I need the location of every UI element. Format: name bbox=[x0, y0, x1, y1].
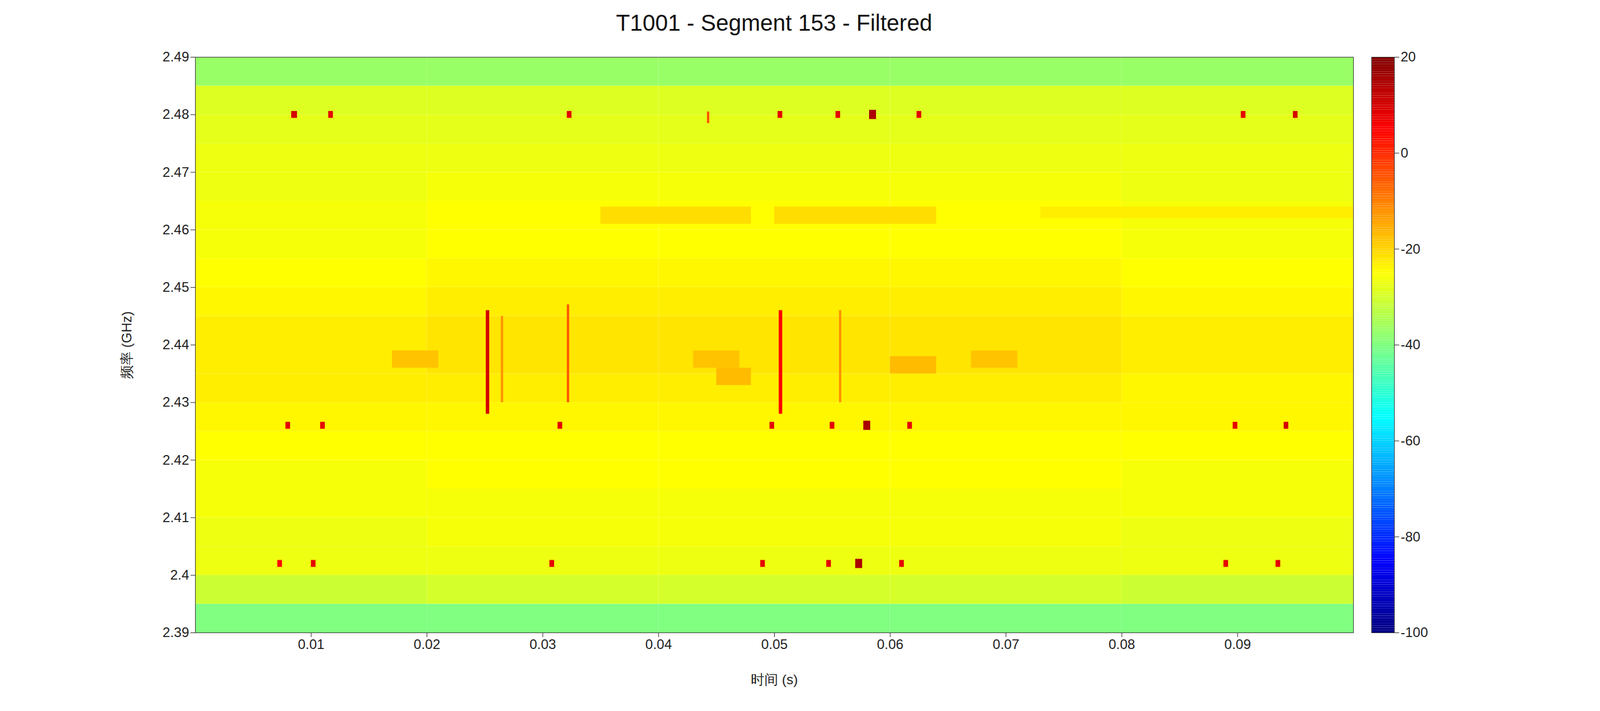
svg-text:0.09: 0.09 bbox=[1224, 636, 1252, 652]
svg-text:-80: -80 bbox=[1400, 528, 1421, 545]
svg-text:0.07: 0.07 bbox=[992, 636, 1020, 652]
svg-text:2.39: 2.39 bbox=[162, 624, 190, 640]
svg-text:0.04: 0.04 bbox=[645, 636, 673, 652]
svg-text:2.44: 2.44 bbox=[162, 336, 190, 353]
svg-text:2.46: 2.46 bbox=[162, 221, 190, 238]
html-text:T1001 - Segment 153 - Filtered: T1001 - Segment 153 - Filtered bbox=[616, 10, 933, 36]
svg-text:2.45: 2.45 bbox=[162, 279, 190, 295]
svg-text:-100: -100 bbox=[1400, 624, 1429, 640]
svg-text:20: 20 bbox=[1400, 48, 1417, 65]
svg-text:2.42: 2.42 bbox=[162, 452, 190, 468]
svg-text:0: 0 bbox=[1400, 145, 1409, 161]
svg-text:时间 (s): 时间 (s) bbox=[750, 671, 799, 688]
svg-text:-40: -40 bbox=[1400, 336, 1421, 353]
svg-text:0.02: 0.02 bbox=[413, 636, 441, 652]
svg-text:-20: -20 bbox=[1400, 241, 1421, 257]
svg-text:0.05: 0.05 bbox=[761, 636, 788, 652]
svg-text:频率 (GHz): 频率 (GHz) bbox=[118, 311, 135, 379]
svg-text:2.48: 2.48 bbox=[162, 106, 190, 122]
svg-text:2.43: 2.43 bbox=[162, 394, 190, 410]
svg-text:0.03: 0.03 bbox=[529, 636, 557, 652]
svg-text:0.01: 0.01 bbox=[298, 636, 325, 652]
svg-text:2.4: 2.4 bbox=[170, 567, 189, 583]
svg-text:2.49: 2.49 bbox=[162, 48, 190, 65]
svg-text:0.06: 0.06 bbox=[877, 636, 904, 652]
svg-text:2.47: 2.47 bbox=[162, 164, 190, 180]
svg-text:-60: -60 bbox=[1400, 432, 1421, 449]
svg-text:0.08: 0.08 bbox=[1108, 636, 1136, 652]
svg-text:2.41: 2.41 bbox=[162, 509, 190, 525]
